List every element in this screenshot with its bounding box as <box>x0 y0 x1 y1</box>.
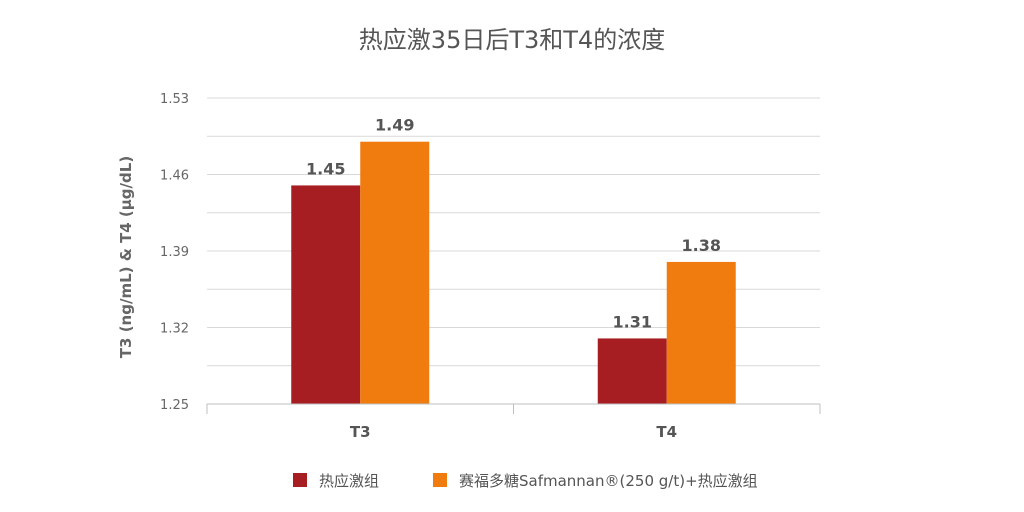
data-label: 1.38 <box>682 236 721 255</box>
legend-swatch <box>433 473 447 487</box>
legend-label: 热应激组 <box>319 472 379 490</box>
data-labels: 1.45 1.49 1.31 1.38 <box>306 116 721 332</box>
x-tick-label: T4 <box>656 423 677 441</box>
data-label: 1.31 <box>613 312 652 331</box>
bar <box>597 338 667 404</box>
data-label: 1.45 <box>306 159 345 178</box>
bar <box>291 185 361 404</box>
y-axis-ticks: 1.25 1.32 1.39 1.46 1.53 <box>160 92 189 413</box>
y-tick-label: 1.25 <box>160 398 189 413</box>
bar <box>666 261 736 404</box>
legend-label: 赛福多糖Safmannan®(250 g/t)+热应激组 <box>459 472 758 490</box>
y-tick-label: 1.46 <box>160 169 189 184</box>
y-axis-label: T3 (ng/mL) & T4 (μg/dL) <box>117 156 135 358</box>
data-label: 1.49 <box>375 116 414 135</box>
bars <box>291 141 736 404</box>
legend-swatch <box>293 473 307 487</box>
x-axis: T3 T4 <box>206 403 821 441</box>
y-tick-label: 1.39 <box>160 245 189 260</box>
x-tick-label: T3 <box>350 423 371 441</box>
y-tick-label: 1.32 <box>160 322 189 337</box>
chart-title: 热应激35日后T3和T4的浓度 <box>359 26 665 54</box>
legend: 热应激组 赛福多糖Safmannan®(250 g/t)+热应激组 <box>293 472 758 490</box>
bar <box>360 141 430 404</box>
y-tick-label: 1.53 <box>160 92 189 107</box>
